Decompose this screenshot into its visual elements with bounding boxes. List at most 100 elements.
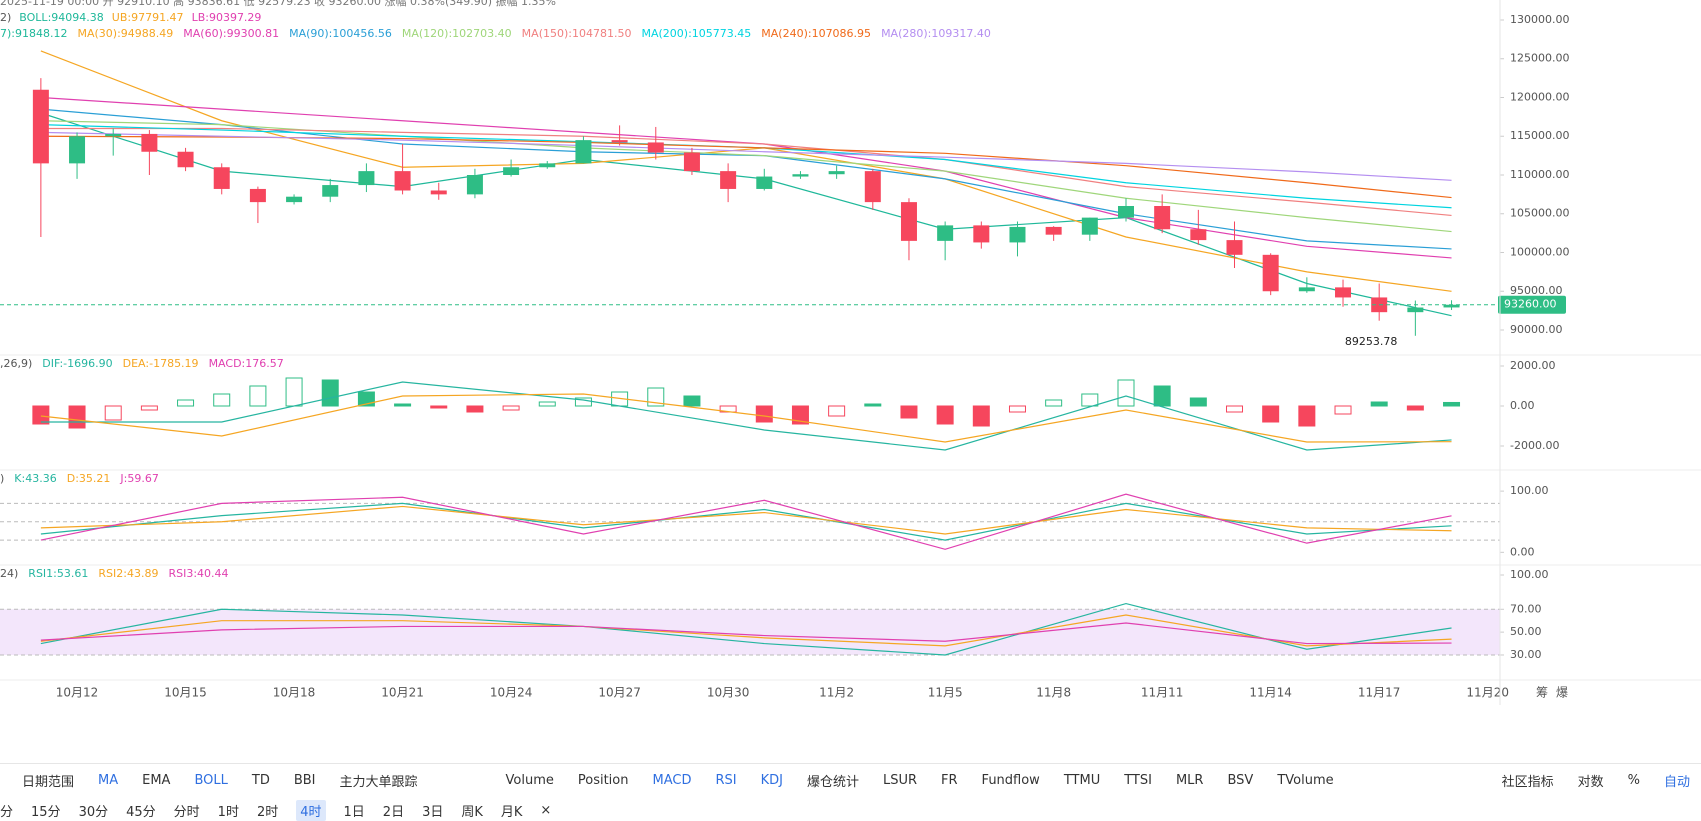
toolbar-item[interactable]: TVolume: [1277, 773, 1334, 788]
legend-item: RSI3:40.44: [168, 567, 228, 580]
x-tick-label: 10月15: [164, 686, 207, 700]
y-tick-label: 130000.00: [1510, 13, 1570, 26]
y-tick-label: -2000.00: [1510, 439, 1559, 452]
toolbar: 日期范围 MA EMA BOLL TD BBI 主力大单跟踪 Volume Position MA…: [0, 763, 1701, 821]
toolbar-item[interactable]: Position: [577, 773, 629, 788]
x-tick-label: 11月20: [1466, 686, 1509, 700]
toolbar-item[interactable]: EMA: [142, 773, 171, 788]
toolbar-item[interactable]: 自动: [1664, 775, 1691, 790]
candle-body: [503, 167, 520, 175]
ohlc-line: 2025-11-19 00:00 开 92910.10 高 93836.61 低…: [0, 0, 556, 8]
y-tick-label: 120000.00: [1510, 90, 1570, 103]
toolbar-item[interactable]: 日期范围: [22, 775, 75, 790]
y-tick-label: 30.00: [1510, 648, 1542, 661]
toolbar-item[interactable]: MACD: [652, 773, 692, 788]
macd-bar: [285, 377, 303, 407]
candle-body: [1009, 226, 1026, 243]
toolbar-item[interactable]: 分时: [173, 805, 200, 820]
toolbar-item[interactable]: 45分: [126, 805, 156, 820]
candle-body: [466, 174, 483, 195]
candle-body: [1407, 307, 1424, 313]
toolbar-item[interactable]: BOLL: [194, 773, 228, 788]
y-tick-label: 100.00: [1510, 484, 1549, 497]
toolbar-item[interactable]: 对数: [1577, 775, 1604, 790]
toolbar-item[interactable]: MLR: [1175, 773, 1204, 788]
toolbar-item[interactable]: 周K: [461, 805, 483, 820]
legend-item: MA(30):94988.49: [77, 27, 173, 40]
macd-bar: [1370, 401, 1388, 407]
y-tick-label: 125000.00: [1510, 52, 1570, 65]
candle-body: [1045, 226, 1062, 235]
candle-body: [1262, 254, 1279, 292]
legend-item: 24): [0, 567, 18, 580]
candle-body: [430, 190, 447, 195]
legend-item: 7):91848.12: [0, 27, 67, 40]
toolbar-item[interactable]: BBI: [293, 773, 316, 788]
macd-bar: [1262, 405, 1280, 423]
toolbar-item[interactable]: Volume: [505, 773, 554, 788]
toolbar-item[interactable]: 2时: [256, 805, 279, 820]
toolbar-item[interactable]: ×: [540, 803, 552, 818]
candle-body: [1298, 287, 1315, 292]
toolbar-item[interactable]: LSUR: [882, 773, 918, 788]
toolbar-item[interactable]: Fundflow: [981, 773, 1040, 788]
y-tick-label: 100000.00: [1510, 245, 1570, 258]
candle-body: [1081, 217, 1098, 235]
toolbar-item[interactable]: 主力大单跟踪: [339, 775, 418, 790]
macd-bar: [1226, 405, 1244, 413]
toolbar-item[interactable]: TD: [251, 773, 270, 788]
legend-item: MA(200):105773.45: [641, 27, 751, 40]
legend-item: MA(120):102703.40: [402, 27, 512, 40]
toolbar-item[interactable]: 1时: [217, 805, 239, 820]
indicator-line: [40, 135, 1452, 199]
toolbar-item[interactable]: 分: [0, 805, 14, 820]
y-tick-label: 2000.00: [1510, 359, 1556, 372]
toolbar-item[interactable]: %: [1627, 773, 1640, 788]
candle-body: [792, 174, 809, 177]
chart: 130000.00 125000.00 120000.00 115000.00 1100…: [0, 0, 1701, 705]
macd-bar: [249, 385, 267, 407]
candle-body: [358, 171, 375, 186]
candle-body: [937, 225, 954, 241]
indicator-line: [40, 505, 1452, 535]
macd-bar: [1334, 405, 1352, 415]
candle-body: [1443, 304, 1460, 308]
toolbar-item[interactable]: 3日: [422, 805, 444, 820]
toolbar-item[interactable]: RSI: [715, 773, 737, 788]
macd-bar: [791, 405, 809, 425]
candle-body: [539, 163, 556, 168]
toolbar-item[interactable]: MA: [98, 773, 119, 788]
candle-body: [141, 133, 158, 152]
macd-bar: [1406, 405, 1424, 411]
legend-item: MA(90):100456.56: [289, 27, 392, 40]
legend-item: K:43.36: [14, 472, 56, 485]
y-tick-label: 70.00: [1510, 602, 1542, 615]
toolbar-item[interactable]: 4时: [296, 800, 326, 821]
macd-bar: [502, 405, 520, 411]
legend: ,26,9) DIF:-1696.90 DEA:-1785.19 MACD:176.5…: [0, 357, 284, 370]
y-tick-label: 100.00: [1510, 568, 1549, 581]
indicator-line: [40, 120, 1452, 233]
indicator-line: [40, 622, 1452, 645]
macd-bar: [1045, 399, 1063, 407]
toolbar-item[interactable]: 爆仓统计: [806, 775, 859, 790]
macd-bar: [466, 405, 484, 413]
legend-item: ,26,9): [0, 357, 32, 370]
toolbar-item[interactable]: 30分: [78, 805, 109, 820]
toolbar-item[interactable]: TTMU: [1063, 773, 1101, 788]
toolbar-item[interactable]: 月K: [500, 805, 523, 820]
legend-item: RSI1:53.61: [28, 567, 88, 580]
toolbar-item[interactable]: 1日: [343, 805, 365, 820]
candle-body: [828, 171, 845, 175]
toolbar-item[interactable]: KDJ: [760, 773, 783, 788]
candle-body: [322, 185, 339, 197]
toolbar-item[interactable]: FR: [941, 773, 958, 788]
toolbar-item[interactable]: TTSI: [1124, 773, 1152, 788]
toolbar-item[interactable]: 社区指标: [1501, 775, 1554, 790]
toolbar-item[interactable]: BSV: [1227, 773, 1254, 788]
macd-bar: [1117, 379, 1135, 407]
x-tick-label: 11月17: [1358, 686, 1401, 700]
toolbar-item[interactable]: 15分: [31, 805, 61, 820]
toolbar-item[interactable]: 2日: [382, 805, 405, 820]
indicator-line: [40, 50, 1452, 292]
